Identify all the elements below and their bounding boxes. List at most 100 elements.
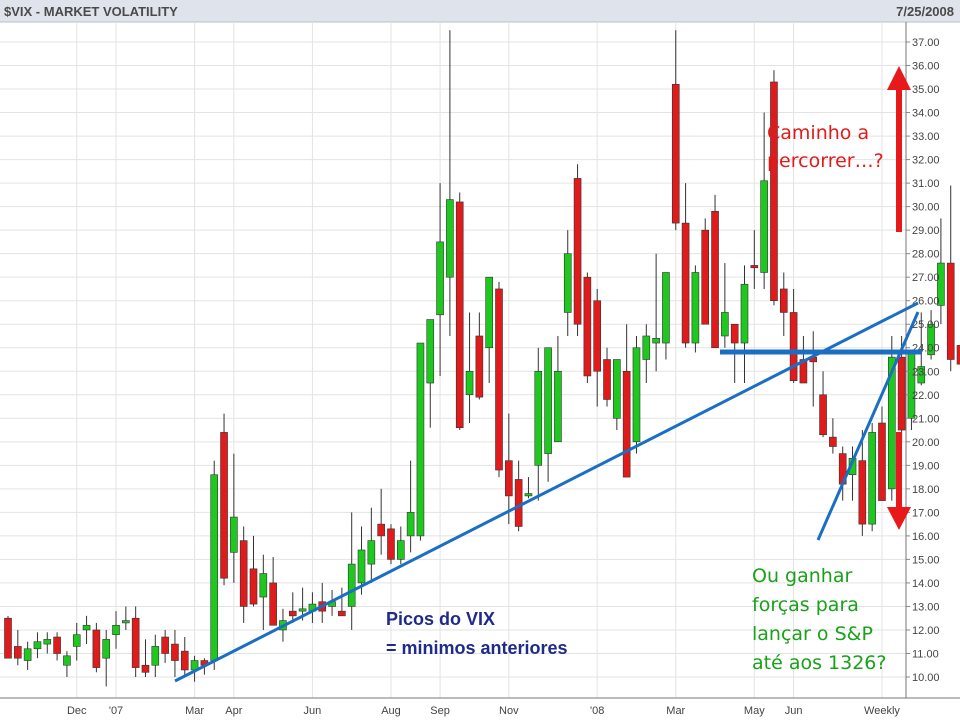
gain-annotation-line3: lançar o S&P	[752, 623, 873, 645]
candle-body-up	[102, 639, 110, 659]
candle-body-down	[338, 610, 346, 617]
candle	[436, 183, 444, 376]
path-annotation-line2: percorrer…?	[767, 150, 884, 172]
candle-body-down	[171, 643, 179, 661]
candle	[878, 406, 886, 501]
candle-body-down	[711, 211, 719, 349]
candle-body-up	[43, 639, 52, 645]
candle-body-down	[131, 617, 140, 668]
axis-layer: 10.00 11.00 12.00 13.00 14.00 15.00 16.00 17.00…	[0, 22, 960, 717]
candle	[544, 347, 552, 482]
candle-body-down	[573, 178, 582, 325]
y-tick-label: 29.00	[912, 225, 940, 237]
candle	[82, 615, 91, 645]
candle-body-up	[868, 432, 876, 525]
candle-body-down	[858, 460, 867, 525]
y-tick-label: 27.00	[912, 272, 940, 284]
candle	[63, 651, 71, 677]
up-arrow-icon	[887, 66, 911, 90]
candle-body-up	[436, 241, 444, 316]
y-tick-label: 35.00	[912, 84, 940, 96]
x-tick-label: '08	[590, 705, 604, 717]
candle-body-down	[14, 646, 22, 659]
candle-body-up	[63, 655, 71, 666]
candle-body-down	[789, 312, 798, 381]
path-annotation-line1: Caminho a	[767, 122, 869, 144]
candle	[505, 413, 513, 525]
candle	[151, 634, 160, 677]
chart-title: $VIX - MARKET VOLATILITY	[4, 4, 178, 19]
candle-body-up	[210, 474, 219, 661]
candle-body-down	[141, 664, 150, 673]
candle	[799, 335, 808, 384]
y-tick-label: 18.00	[912, 484, 940, 496]
candle-body-down	[161, 636, 169, 654]
candle	[495, 281, 503, 478]
x-tick-label: Nov	[499, 705, 519, 717]
candle-body-up	[367, 540, 376, 565]
candle-body-down	[92, 629, 101, 668]
candle	[554, 335, 562, 443]
candle-body-down	[779, 288, 788, 313]
candle	[721, 263, 729, 348]
candle-body-down	[897, 356, 906, 431]
candle	[347, 512, 356, 630]
peaks-annotation-line1: Picos do VIX	[386, 609, 495, 629]
candle	[446, 30, 454, 336]
candle-body-up	[632, 347, 641, 443]
candle-body-down	[505, 460, 513, 497]
y-tick-label: 26.00	[912, 296, 940, 308]
candle	[230, 453, 238, 583]
candle-body-down	[829, 436, 837, 447]
candle	[14, 629, 22, 666]
candle-body-up	[652, 338, 660, 344]
candle-body-up	[485, 276, 493, 349]
y-tick-label: 25.00	[912, 319, 940, 331]
candle-body-down	[220, 432, 228, 579]
y-tick-label: 11.00	[912, 648, 939, 660]
candle	[23, 641, 32, 670]
candle-body-up	[82, 624, 91, 631]
candle-body-down	[750, 265, 759, 269]
candle-body-down	[269, 582, 277, 626]
candle-body-up	[446, 199, 454, 278]
candle	[416, 342, 425, 541]
candle	[956, 345, 960, 365]
candle	[887, 335, 896, 501]
candle-body-up	[937, 262, 945, 306]
candle	[652, 253, 660, 372]
x-tick-label: Jun	[785, 705, 803, 717]
candle	[210, 460, 219, 670]
x-tick-label: Mar	[185, 705, 204, 717]
candle	[357, 526, 366, 595]
candle-body-down	[377, 523, 385, 537]
candle	[239, 526, 248, 623]
candle-body-down	[4, 617, 12, 659]
candle-body-down	[475, 335, 484, 398]
candle-body-down	[288, 610, 297, 617]
x-tick-label: May	[744, 705, 765, 717]
candle-body-up	[416, 342, 425, 537]
candle-body-down	[622, 370, 631, 478]
candle	[475, 312, 484, 400]
candle-body-up	[465, 370, 474, 396]
candle	[583, 272, 592, 384]
candle-body-up	[426, 319, 435, 384]
candle	[426, 319, 435, 428]
y-tick-label: 20.00	[912, 437, 940, 449]
x-tick-label: Apr	[225, 705, 242, 717]
candle	[465, 312, 474, 423]
candle-body-up	[740, 283, 749, 344]
candle	[681, 183, 690, 348]
y-tick-label: 32.00	[912, 155, 940, 167]
candle	[406, 460, 415, 553]
candle	[131, 606, 140, 677]
candle-body-up	[298, 608, 307, 612]
candle-body-up	[347, 563, 356, 607]
candle	[750, 230, 759, 289]
candle	[946, 185, 955, 372]
candle	[868, 423, 876, 532]
y-tick-label: 33.00	[912, 131, 940, 143]
candle-body-down	[956, 345, 960, 365]
